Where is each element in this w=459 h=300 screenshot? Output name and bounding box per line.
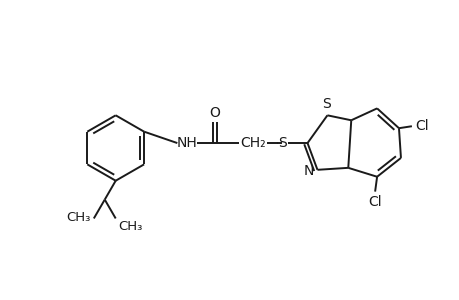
Text: CH₃: CH₃ xyxy=(118,220,143,233)
Text: Cl: Cl xyxy=(414,119,428,133)
Text: S: S xyxy=(321,98,330,111)
Text: CH₃: CH₃ xyxy=(67,211,90,224)
Text: O: O xyxy=(209,106,220,120)
Text: NH: NH xyxy=(177,136,197,150)
Text: N: N xyxy=(302,164,313,178)
Text: Cl: Cl xyxy=(368,195,381,208)
Text: CH₂: CH₂ xyxy=(240,136,265,150)
Text: S: S xyxy=(278,136,286,150)
